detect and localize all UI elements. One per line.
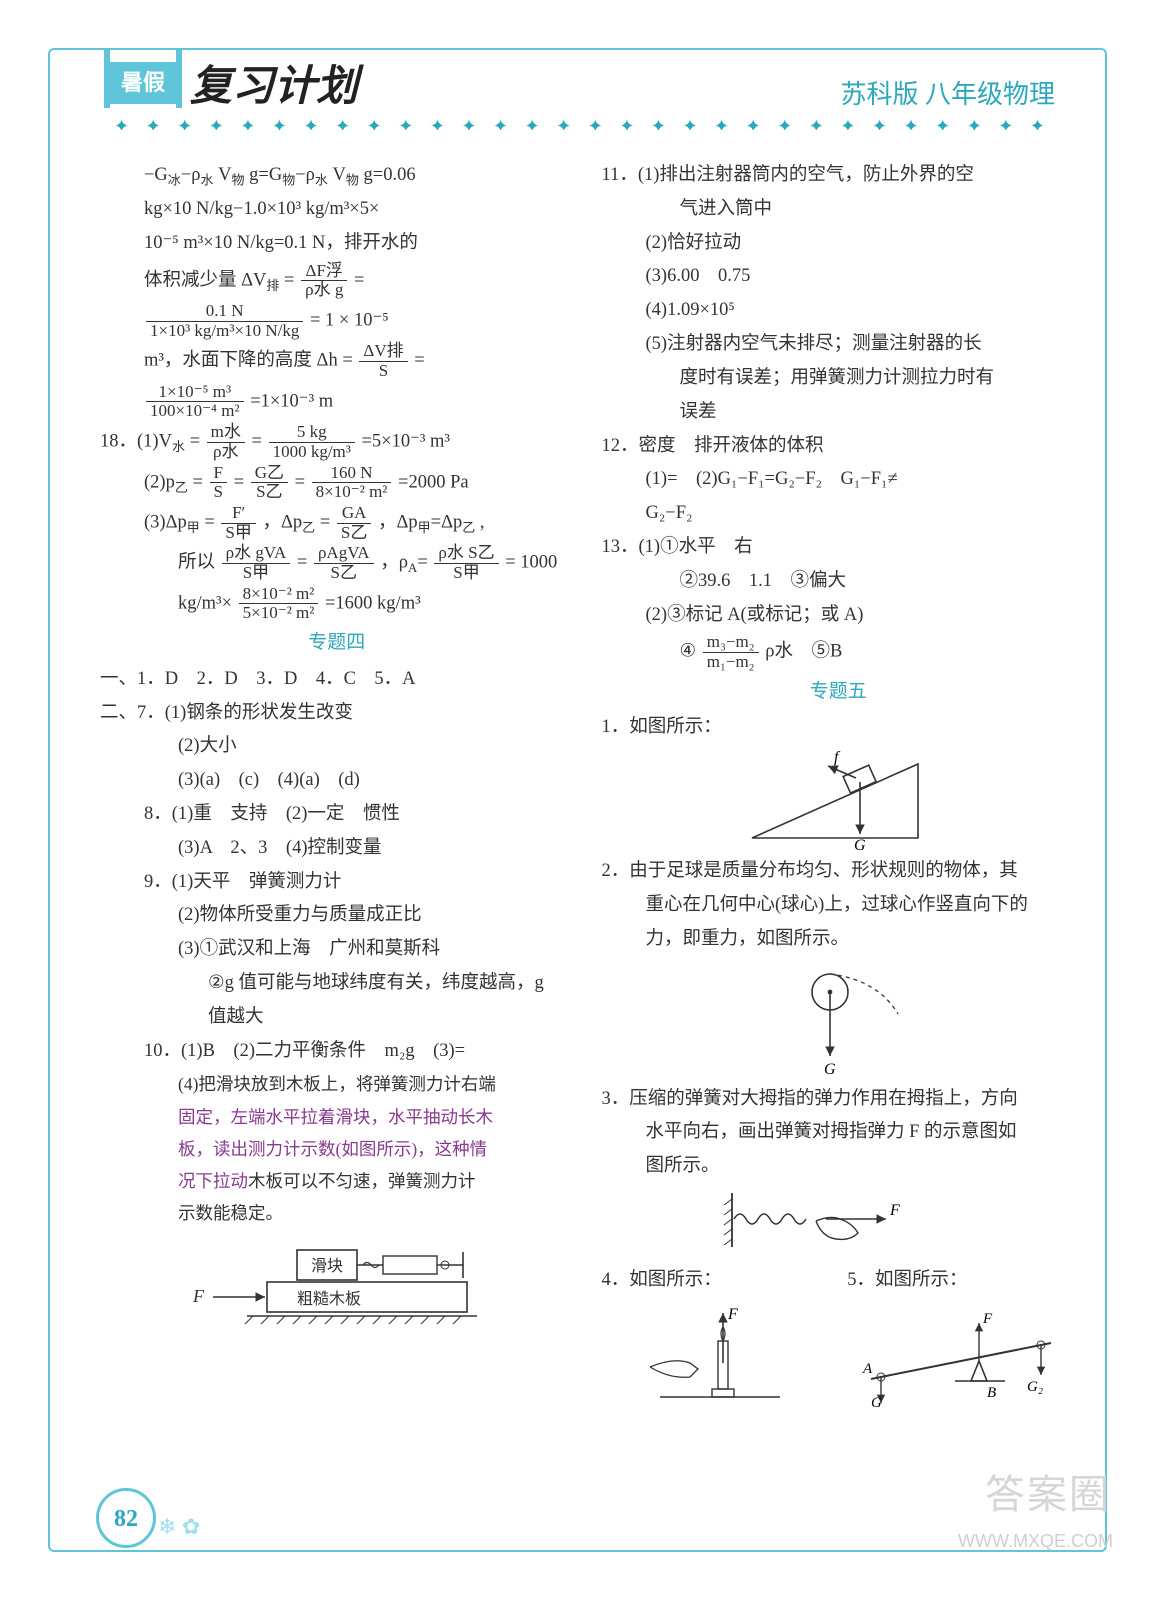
page-number: 82 xyxy=(96,1488,156,1548)
header-subtitle: 苏科版 八年级物理 xyxy=(840,74,1055,111)
header: 暑假 复习计划 苏科版 八年级物理 ✦ ✦ ✦ ✦ ✦ ✦ ✦ ✦ ✦ ✦ ✦ … xyxy=(0,0,1155,148)
header-dots: ✦ ✦ ✦ ✦ ✦ ✦ ✦ ✦ ✦ ✦ ✦ ✦ ✦ ✦ ✦ ✦ ✦ ✦ ✦ ✦ … xyxy=(114,116,1055,130)
page-decoration: ❄ ✿ xyxy=(158,1514,200,1540)
page-border xyxy=(48,48,1107,1552)
header-title: 复习计划 xyxy=(190,52,358,113)
watermark-text: 答案圈 xyxy=(985,1462,1111,1520)
header-flag: 暑假 xyxy=(110,62,176,104)
watermark-url: WWW.MXQE.COM xyxy=(958,1531,1113,1552)
